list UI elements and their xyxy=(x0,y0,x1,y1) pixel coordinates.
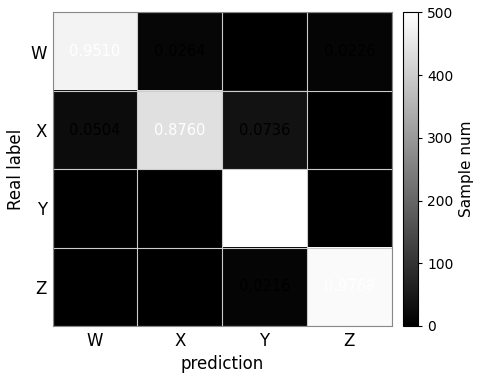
Y-axis label: Real label: Real label xyxy=(7,128,25,210)
Text: 0: 0 xyxy=(90,279,100,294)
Text: 0.8760: 0.8760 xyxy=(154,122,205,138)
Text: 0.0264: 0.0264 xyxy=(154,44,205,59)
Text: 0: 0 xyxy=(90,201,100,216)
Text: 0.0216: 0.0216 xyxy=(239,279,290,294)
Text: 0: 0 xyxy=(345,201,354,216)
Text: 1.0000: 1.0000 xyxy=(239,201,290,216)
Y-axis label: Sample num: Sample num xyxy=(459,121,474,217)
Text: 0: 0 xyxy=(260,44,269,59)
Text: 0: 0 xyxy=(175,201,184,216)
Text: 0: 0 xyxy=(345,122,354,138)
Text: 0.9768: 0.9768 xyxy=(324,279,375,294)
Text: 0.0226: 0.0226 xyxy=(324,44,375,59)
Text: 0.0017: 0.0017 xyxy=(154,279,205,294)
X-axis label: prediction: prediction xyxy=(180,355,264,373)
Text: 0.9510: 0.9510 xyxy=(69,44,120,59)
Text: 0.0504: 0.0504 xyxy=(69,122,120,138)
Text: 0.0736: 0.0736 xyxy=(239,122,290,138)
